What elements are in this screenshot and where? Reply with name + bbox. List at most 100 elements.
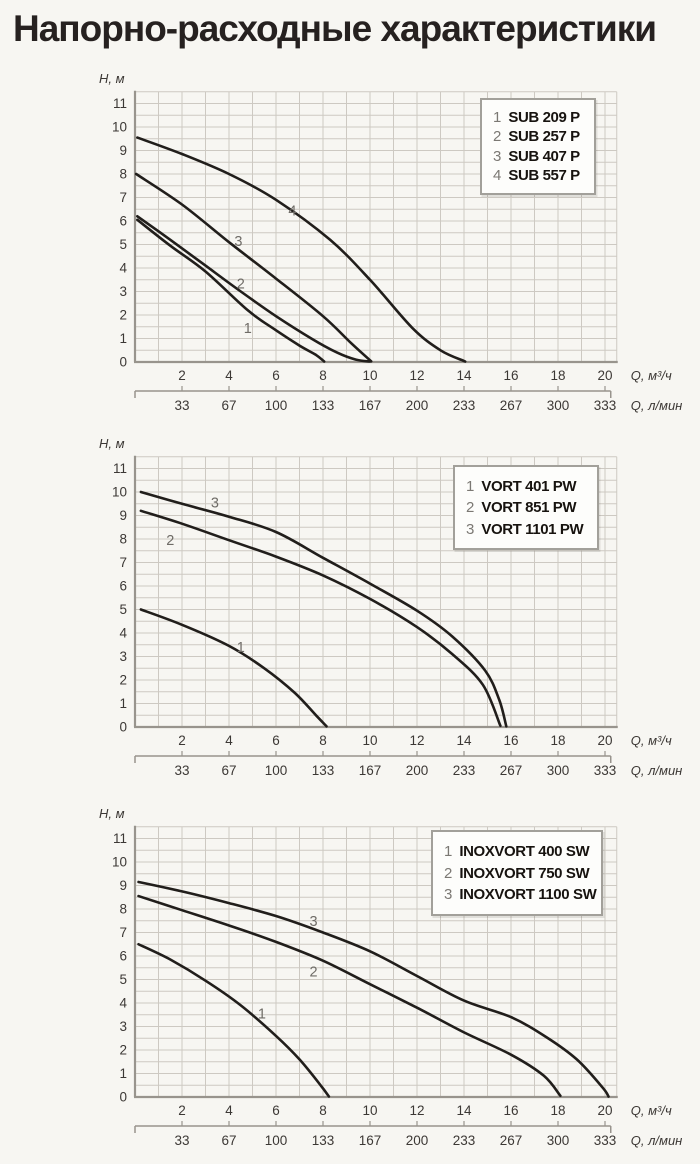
y-tick-label: 10: [112, 855, 127, 870]
x-axis-unit-primary: Q, м³/ч: [631, 1103, 672, 1118]
y-tick-label: 6: [119, 214, 127, 229]
x-tick-label: 16: [503, 368, 518, 383]
legend-item-number: 2: [493, 128, 502, 146]
y-tick-label: 6: [119, 949, 127, 964]
legend-item-label: SUB 209 P: [508, 108, 580, 126]
curve-number-label: 2: [310, 964, 318, 980]
x-tick-label: 12: [409, 368, 424, 383]
x-tick-label: 12: [409, 733, 424, 748]
x-tick-label-secondary: 333: [594, 1133, 617, 1148]
y-tick-label: 8: [119, 167, 127, 182]
legend-item-label: VORT 851 PW: [481, 499, 577, 516]
y-tick-label: 8: [119, 532, 127, 547]
y-tick-label: 7: [119, 190, 127, 205]
y-tick-label: 4: [119, 261, 127, 276]
legend-item: 4 SUB 557 P: [493, 168, 590, 183]
x-axis-unit-secondary: Q, л/мин: [631, 398, 683, 413]
curve-3: [134, 172, 373, 363]
x-tick-label-secondary: 167: [359, 763, 382, 778]
legend-item-label: SUB 407 P: [508, 147, 580, 165]
y-tick-label: 0: [119, 720, 127, 735]
x-tick-label-secondary: 300: [547, 398, 570, 413]
y-tick-label: 9: [119, 878, 127, 893]
x-tick-label-secondary: 133: [312, 763, 335, 778]
curve-3: [139, 490, 508, 728]
x-tick-label: 16: [503, 733, 518, 748]
x-tick-label-secondary: 167: [359, 1133, 382, 1148]
y-tick-label: 5: [119, 237, 127, 252]
x-tick-label: 4: [225, 733, 233, 748]
legend-item-label: INOXVORT 750 SW: [459, 864, 590, 882]
curve-1: [139, 608, 328, 728]
x-tick-label-secondary: 133: [312, 398, 335, 413]
y-tick-label: 7: [119, 925, 127, 940]
x-tick-label: 18: [550, 1103, 565, 1118]
x-tick-label: 6: [272, 368, 280, 383]
x-tick-label: 4: [225, 1103, 233, 1118]
x-tick-label: 8: [319, 733, 327, 748]
curve-2: [137, 894, 562, 1098]
legend-item: 2 VORT 851 PW: [466, 500, 593, 515]
legend-item: 3 SUB 407 P: [493, 149, 590, 164]
legend-item: 1 VORT 401 PW: [466, 479, 593, 494]
x-tick-label: 14: [456, 733, 472, 748]
x-tick-label-secondary: 33: [174, 1133, 189, 1148]
curve-number-label: 2: [166, 533, 174, 549]
pump-curves: 1 2 3 4: [134, 136, 467, 363]
curve-2: [139, 509, 502, 728]
x-axis-unit-primary: Q, м³/ч: [631, 368, 672, 383]
x-tick-label-secondary: 100: [265, 1133, 288, 1148]
pump-curves: 1 2 3: [139, 490, 508, 728]
y-tick-label: 11: [113, 461, 127, 476]
x-tick-label: 20: [597, 733, 612, 748]
x-tick-label-secondary: 267: [500, 398, 523, 413]
legend-item-number: 4: [493, 167, 502, 185]
legend-item: 2 INOXVORT 750 SW: [444, 866, 597, 881]
x-tick-label: 2: [178, 368, 186, 383]
x-tick-label: 10: [362, 1103, 377, 1118]
x-tick-label-secondary: 200: [406, 763, 429, 778]
y-tick-label: 0: [119, 355, 127, 370]
x-tick-label-secondary: 33: [174, 398, 189, 413]
legend-item-number: 3: [493, 147, 502, 165]
x-tick-label: 12: [409, 1103, 424, 1118]
x-tick-labels-primary: 2 4 6 8 10 12 14 16 18 20: [178, 1103, 612, 1118]
x-tick-label: 6: [272, 1103, 280, 1118]
legend-item: 1 INOXVORT 400 SW: [444, 844, 597, 859]
x-tick-label-secondary: 233: [453, 1133, 476, 1148]
y-tick-label: 11: [113, 96, 127, 111]
y-axis-unit: H, м: [99, 806, 125, 821]
curve-number-label: 1: [244, 321, 252, 337]
y-tick-label: 1: [119, 1066, 127, 1081]
x-tick-label: 8: [319, 368, 327, 383]
x-tick-label: 18: [550, 733, 565, 748]
x-tick-label-secondary: 100: [265, 763, 288, 778]
y-tick-label: 2: [119, 308, 127, 323]
y-tick-label: 2: [119, 673, 127, 688]
x-tick-label: 14: [456, 1103, 472, 1118]
x-tick-label-secondary: 67: [221, 763, 236, 778]
x-tick-label: 16: [503, 1103, 518, 1118]
x-tick-labels-primary: 2 4 6 8 10 12 14 16 18 20: [178, 733, 612, 748]
y-tick-label: 6: [119, 579, 127, 594]
y-tick-label: 10: [112, 485, 127, 500]
legend-item-label: INOXVORT 1100 SW: [459, 886, 597, 904]
legend-item-number: 3: [466, 520, 475, 538]
legend-vort-pumps: 1 VORT 401 PW 2 VORT 851 PW 3 VORT 1101 …: [453, 465, 599, 550]
legend-inoxvort-pumps: 1 INOXVORT 400 SW 2 INOXVORT 750 SW 3 IN…: [431, 830, 603, 916]
x-tick-label: 2: [178, 1103, 186, 1118]
y-tick-label: 3: [119, 649, 127, 664]
curve-1: [136, 218, 326, 363]
y-tick-labels: 0 1 2 3 4 5 6 7 8 9 10 11: [112, 831, 128, 1105]
x-tick-label-secondary: 200: [406, 1133, 429, 1148]
x-tick-label-secondary: 233: [453, 398, 476, 413]
legend-item-label: INOXVORT 400 SW: [459, 842, 590, 860]
y-axis-unit: H, м: [99, 436, 125, 451]
y-tick-label: 9: [119, 143, 127, 158]
x-axis-secondary: 33 67 100 133 167 200 233 267 300 333: [134, 751, 616, 778]
y-tick-label: 1: [119, 696, 127, 711]
legend-item: 2 SUB 257 P: [493, 129, 590, 144]
y-tick-label: 0: [119, 1090, 127, 1105]
x-tick-label-secondary: 300: [547, 1133, 570, 1148]
